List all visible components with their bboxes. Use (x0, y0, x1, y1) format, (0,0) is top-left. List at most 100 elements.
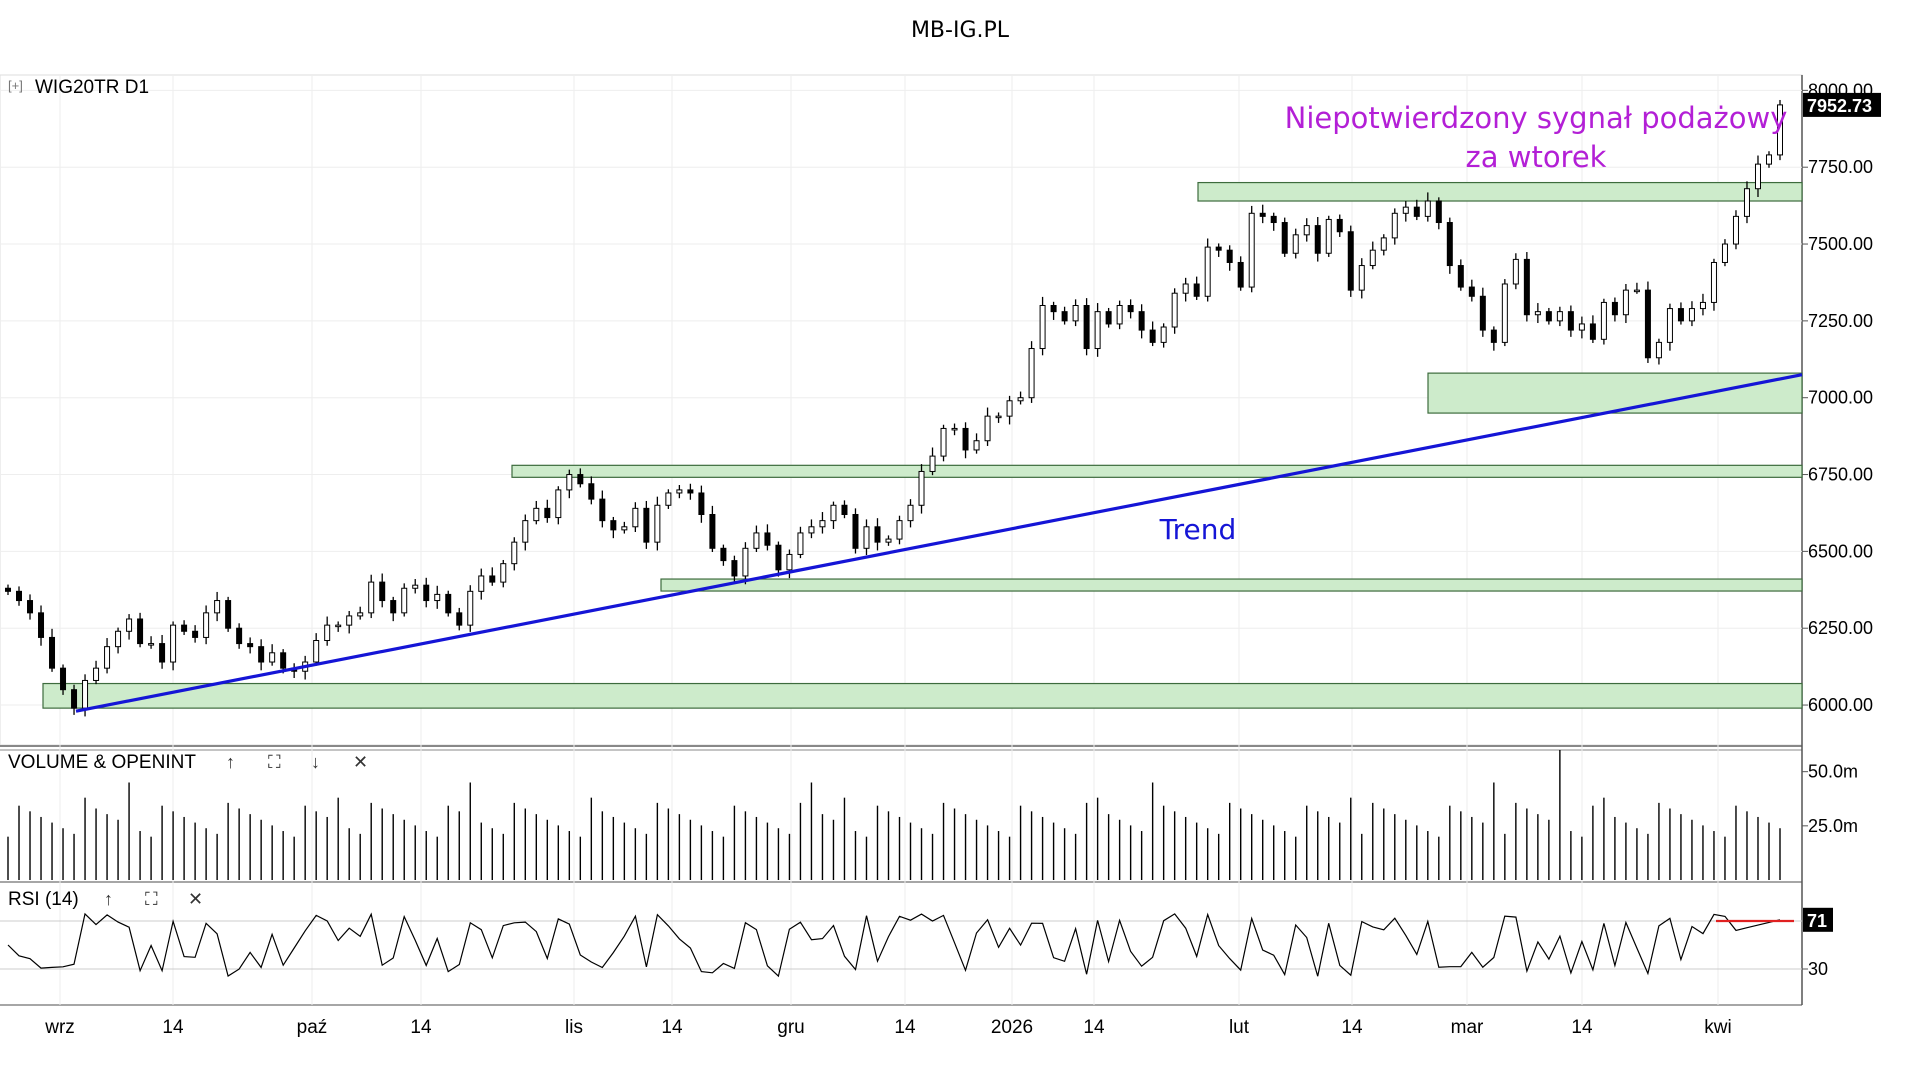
candle-up (1424, 200, 1431, 217)
candle-down (962, 427, 969, 451)
trend-line (75, 373, 1803, 713)
volume-move-down-icon[interactable]: ↓ (311, 752, 320, 772)
rsi-move-up-icon[interactable]: ↑ (104, 889, 113, 909)
candle-down (1270, 215, 1277, 224)
x-axis-label: lis (565, 1017, 583, 1038)
candle-down (731, 560, 738, 577)
candle-up (797, 532, 804, 555)
candle-down (1336, 218, 1343, 233)
candle-up (632, 507, 639, 528)
candle-down (698, 492, 705, 515)
x-axis-label: gru (777, 1017, 804, 1038)
candle-up (621, 526, 628, 531)
volume-move-up-icon[interactable]: ↑ (226, 752, 235, 772)
expand-marker[interactable]: [+] (8, 78, 23, 93)
candle-up (1094, 311, 1101, 350)
candle-down (1468, 286, 1475, 297)
y-tick-label: 7250.00 (1808, 311, 1873, 331)
candle-down (1127, 305, 1134, 313)
candle-down (1314, 225, 1321, 254)
candle-up (1380, 237, 1387, 251)
candle-up (1777, 104, 1783, 156)
candle-up (214, 600, 221, 614)
x-axis-label: 2026 (991, 1017, 1033, 1038)
volume-panel-label: VOLUME & OPENINT (8, 752, 196, 773)
candle-down (280, 652, 287, 669)
candle-down (489, 575, 496, 583)
candle-up (929, 455, 936, 472)
candle-down (709, 513, 716, 549)
candle-up (1754, 163, 1761, 190)
candle-down (764, 532, 771, 546)
candle-up (104, 646, 111, 669)
support-resistance-zone (1197, 181, 1803, 202)
candle-down (27, 600, 34, 614)
candle-down (1677, 308, 1684, 322)
candle-down (1644, 289, 1651, 359)
volume-tick-label: 25.0m (1808, 816, 1858, 836)
y-tick-label: 6500.00 (1808, 541, 1873, 561)
volume-fullscreen-icon[interactable]: ⛶ (268, 752, 281, 772)
candle-down (720, 547, 727, 562)
candle-up (1512, 258, 1519, 285)
signal-annotation: Niepotwierdzony sygnał podażowy (1285, 101, 1788, 135)
candle-down (1259, 212, 1266, 217)
rsi-fullscreen-icon[interactable]: ⛶ (145, 889, 158, 909)
candle-up (808, 526, 815, 534)
candle-down (16, 590, 23, 602)
candle-up (1732, 215, 1739, 245)
candle-down (687, 489, 694, 494)
candle-up (148, 643, 155, 646)
x-axis-label: paź (297, 1017, 328, 1038)
candle-up (742, 547, 749, 577)
candle-up (1248, 212, 1255, 288)
candle-down (1193, 283, 1200, 297)
candle-up (1556, 311, 1563, 322)
candle-up (555, 489, 562, 519)
candle-down (137, 618, 144, 645)
candle-up (995, 415, 1002, 419)
candle-down (1446, 222, 1453, 267)
x-axis-label: 14 (1341, 1017, 1363, 1038)
candle-up (324, 624, 331, 642)
candle-up (1017, 397, 1024, 402)
candle-up (940, 427, 947, 457)
candle-down (1237, 261, 1244, 288)
candle-up (1600, 301, 1607, 340)
candle-up (522, 520, 529, 543)
candle-down (1545, 311, 1552, 322)
candle-up (665, 492, 672, 506)
candle-down (38, 612, 45, 638)
candle-down (1149, 329, 1156, 343)
candle-down (1226, 249, 1233, 263)
candle-down (1347, 231, 1354, 291)
candle-down (1435, 200, 1442, 224)
candle-down (1083, 305, 1090, 350)
candle-down (599, 498, 606, 522)
candle-down (5, 587, 11, 592)
candle-down (60, 667, 67, 691)
candle-up (1182, 283, 1189, 294)
y-tick-label: 6750.00 (1808, 465, 1873, 485)
y-tick-label: 6250.00 (1808, 618, 1873, 638)
x-axis-label: 14 (410, 1017, 432, 1038)
candle-up (1171, 292, 1178, 328)
candle-down (1050, 305, 1057, 313)
candle-up (1710, 261, 1717, 303)
page-title: MB-IG.PL (910, 18, 1010, 43)
candle-down (610, 520, 617, 531)
volume-close-icon[interactable]: ✕ (353, 752, 369, 772)
x-axis-label: lut (1229, 1017, 1250, 1038)
candle-up (1655, 341, 1662, 359)
candle-down (1061, 311, 1068, 322)
candle-down (390, 600, 397, 614)
x-axis-label: 14 (661, 1017, 683, 1038)
candle-up (1765, 154, 1772, 165)
candle-down (423, 584, 430, 602)
candle-up (1303, 225, 1310, 236)
candle-down (1138, 311, 1145, 331)
rsi-close-icon[interactable]: ✕ (188, 889, 204, 909)
candle-up (357, 612, 364, 617)
candle-down (1105, 311, 1112, 325)
candle-up (93, 667, 100, 681)
